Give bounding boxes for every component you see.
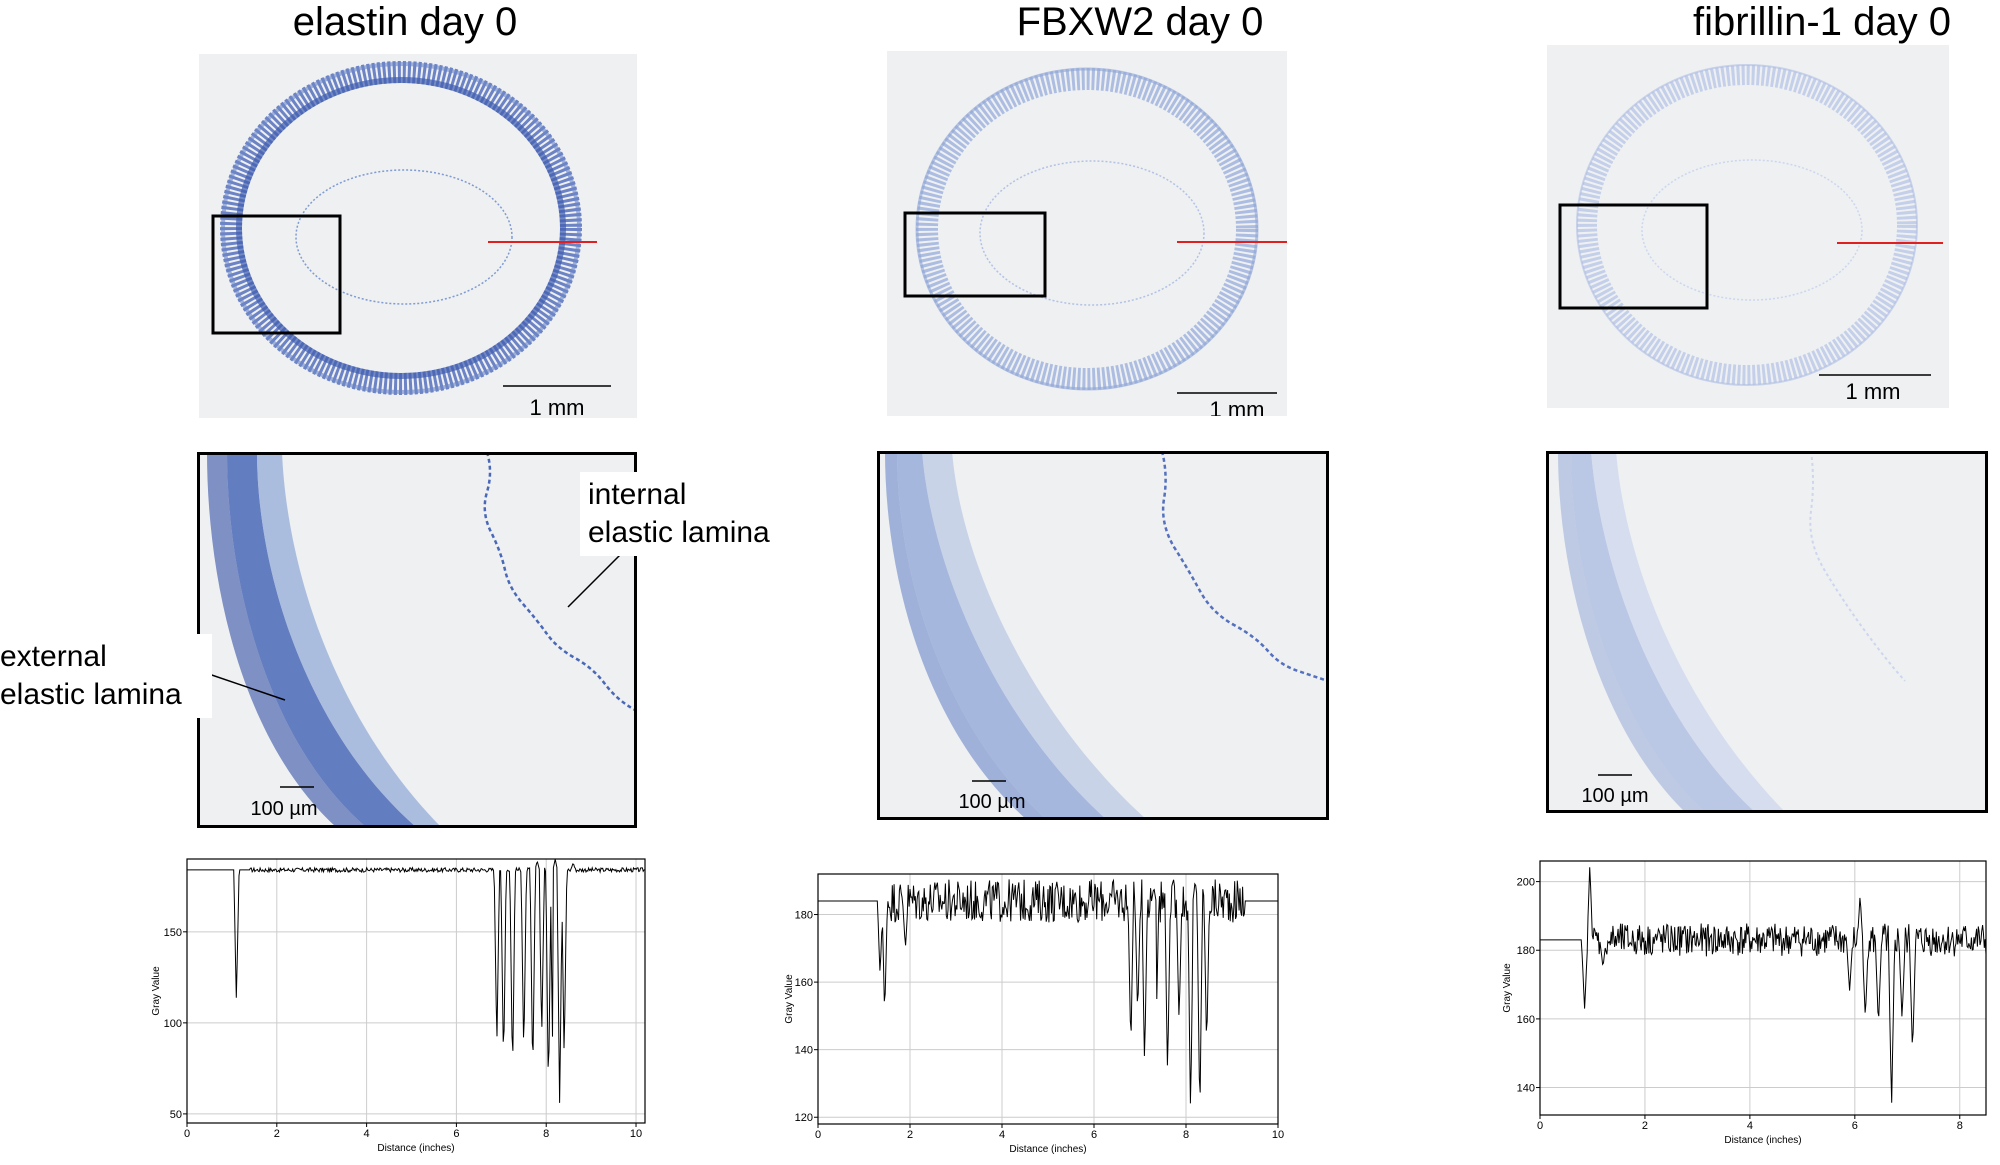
x-tick-label: 8 bbox=[543, 1128, 549, 1140]
overview-scalebar-label: 1 mm bbox=[1210, 397, 1265, 416]
x-axis-label: Distance (inches) bbox=[1724, 1135, 1801, 1146]
column-title-fbxw2: FBXW2 day 0 bbox=[1016, 0, 1264, 44]
overview-scalebar-label: 1 mm bbox=[1846, 379, 1901, 404]
gray-value-profile-line bbox=[187, 859, 646, 1103]
y-tick-label: 200 bbox=[1517, 877, 1535, 889]
zoom-scalebar-label: 100 µm bbox=[958, 791, 1025, 813]
profile-plot-fbxw2: 0 2 4 6 8 10 120 140 160 180 Distance (inches) Gray… bbox=[778, 862, 1288, 1165]
x-tick-label: 2 bbox=[907, 1129, 913, 1141]
gray-value-profile-line bbox=[818, 878, 1278, 1104]
column-title-elastin: elastin day 0 bbox=[292, 0, 518, 44]
x-tick-label: 6 bbox=[1091, 1129, 1097, 1141]
zoom-panel-fbxw2: 100 µm bbox=[877, 451, 1329, 820]
y-tick-label: 120 bbox=[795, 1112, 813, 1124]
overview-panel-fbxw2: 1 mm bbox=[887, 51, 1287, 416]
overview-panel-fibrillin: 1 mm bbox=[1547, 45, 1949, 408]
x-axis-label: Distance (inches) bbox=[377, 1143, 454, 1154]
zoom-scalebar-label: 100 µm bbox=[250, 798, 317, 820]
y-tick-label: 50 bbox=[170, 1109, 182, 1121]
x-tick-label: 4 bbox=[999, 1129, 1005, 1141]
y-tick-label: 160 bbox=[1517, 1014, 1535, 1026]
plot-frame bbox=[1539, 860, 1987, 1116]
profile-plot-elastin: 0 2 4 6 8 10 50 100 150 Distance (inches) Gray Val… bbox=[145, 855, 655, 1160]
overview-panel-elastin: 1 mm bbox=[199, 54, 637, 418]
x-tick-label: 0 bbox=[815, 1129, 821, 1141]
x-tick-label: 0 bbox=[1537, 1120, 1543, 1132]
gray-value-profile-line bbox=[1540, 867, 1987, 1103]
zoom-panel-elastin: 100 µm bbox=[197, 452, 637, 828]
y-tick-label: 150 bbox=[164, 927, 182, 939]
x-tick-label: 4 bbox=[1747, 1120, 1753, 1132]
y-tick-label: 180 bbox=[1517, 945, 1535, 957]
zoom-panel-fibrillin: 100 µm bbox=[1546, 451, 1988, 813]
x-tick-label: 8 bbox=[1957, 1120, 1963, 1132]
y-tick-label: 180 bbox=[795, 910, 813, 922]
plot-frame bbox=[186, 858, 646, 1124]
profile-plot-fibrillin: 0 2 4 6 8 140 160 180 200 Distance (inches) Gray V… bbox=[1496, 857, 1996, 1157]
x-tick-label: 4 bbox=[364, 1128, 370, 1140]
x-axis-label: Distance (inches) bbox=[1009, 1144, 1086, 1155]
x-tick-label: 6 bbox=[453, 1128, 459, 1140]
y-tick-label: 160 bbox=[795, 977, 813, 989]
x-tick-label: 2 bbox=[274, 1128, 280, 1140]
x-tick-label: 6 bbox=[1852, 1120, 1858, 1132]
y-tick-label: 140 bbox=[795, 1045, 813, 1057]
zoom-scalebar-label: 100 µm bbox=[1581, 785, 1648, 807]
y-tick-label: 100 bbox=[164, 1018, 182, 1030]
overview-scalebar-label: 1 mm bbox=[530, 395, 585, 418]
y-tick-label: 140 bbox=[1517, 1083, 1535, 1095]
x-tick-label: 2 bbox=[1642, 1120, 1648, 1132]
y-axis-label: Gray Value bbox=[151, 966, 162, 1016]
label-external-elastic-lamina: external elastic lamina bbox=[0, 634, 212, 718]
plot-frame bbox=[817, 873, 1279, 1125]
y-axis-label: Gray Value bbox=[784, 974, 795, 1024]
y-axis-label: Gray Value bbox=[1502, 963, 1513, 1013]
x-tick-label: 0 bbox=[184, 1128, 190, 1140]
label-internal-elastic-lamina: internal elastic lamina bbox=[580, 472, 778, 556]
x-tick-label: 10 bbox=[630, 1128, 642, 1140]
x-tick-label: 8 bbox=[1183, 1129, 1189, 1141]
column-title-fibrillin: fibrillin-1 day 0 bbox=[1693, 0, 1951, 44]
x-tick-label: 10 bbox=[1272, 1129, 1284, 1141]
